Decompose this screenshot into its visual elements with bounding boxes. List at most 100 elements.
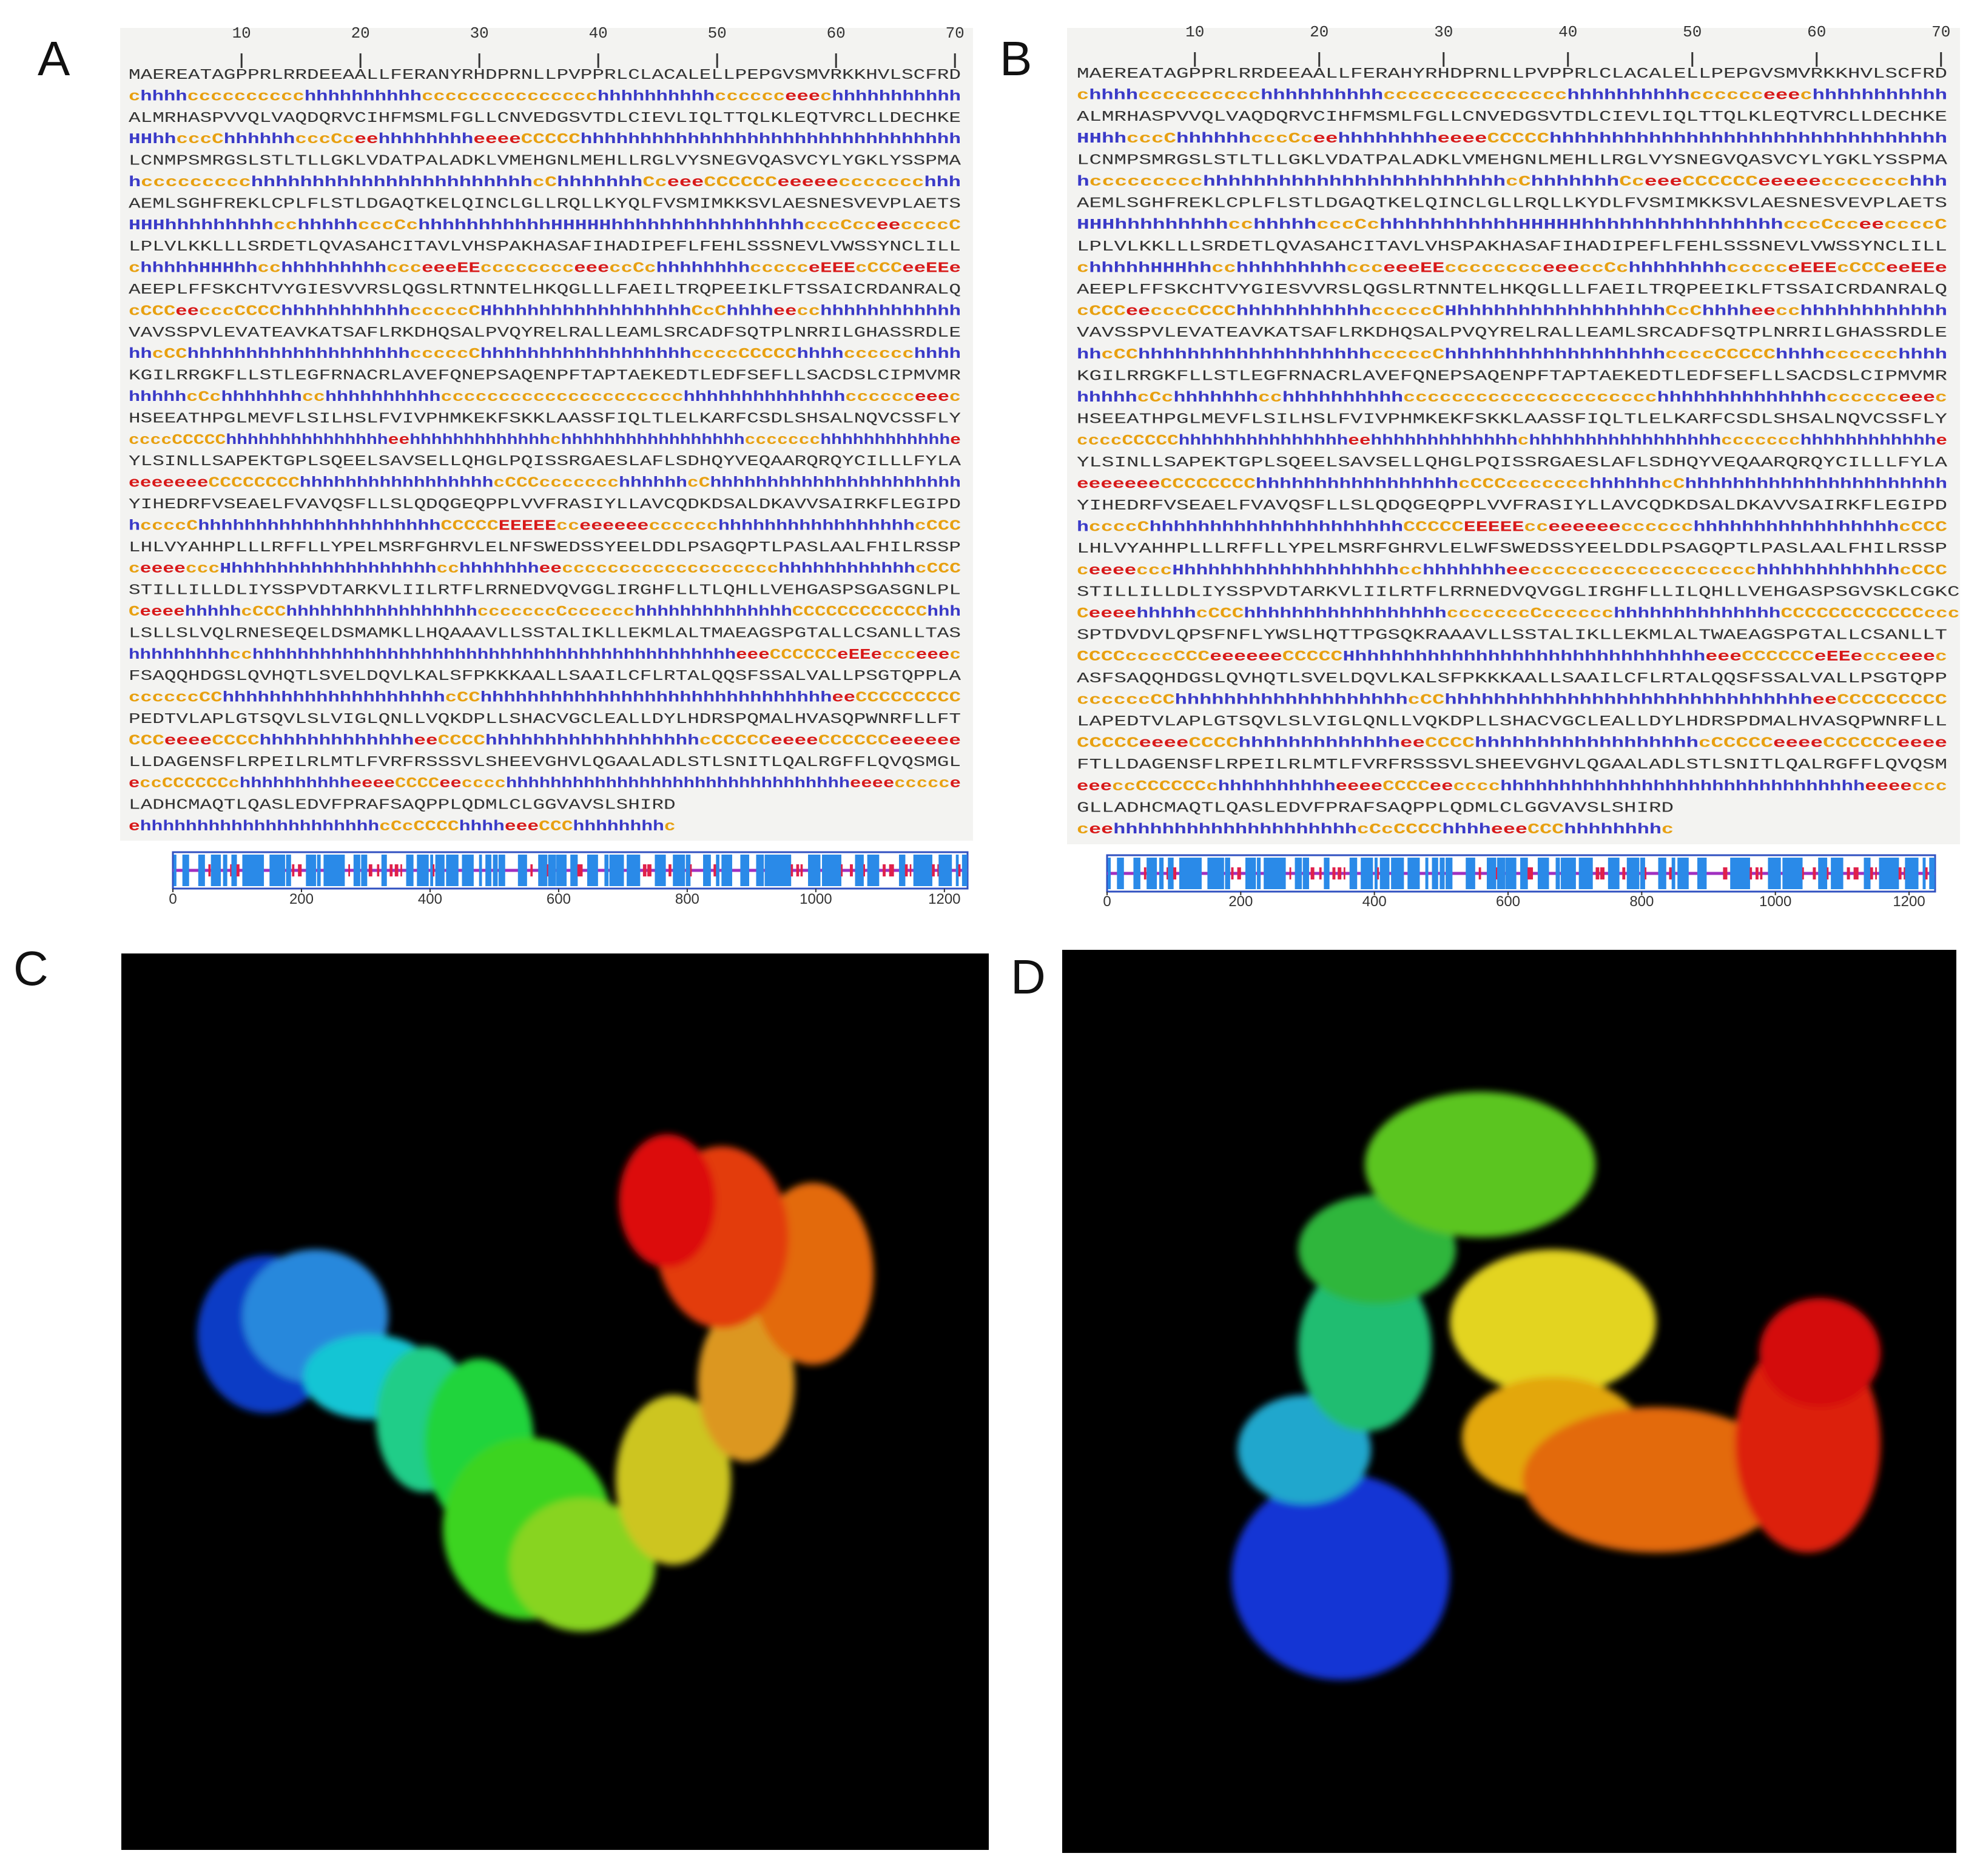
helix-block [1933,858,1935,889]
helix-block [941,855,942,886]
ss-run: c [1935,649,1947,665]
helix-block [631,855,633,886]
ss-run: eeee [770,733,818,749]
helix-block [1265,858,1267,889]
ss-run: hhhhhhhh [1338,131,1438,147]
helix-block [917,855,918,886]
helix-block [1473,858,1474,889]
ss-run: h [1077,520,1089,536]
helix-block [471,855,472,886]
ss-run: hhhh [140,89,187,105]
helix-block [1821,858,1823,889]
helix-block [1153,858,1154,889]
helix-block [342,855,343,886]
helix-block [1563,858,1564,889]
helix-block [275,855,277,886]
ss-run: eeee [1773,736,1823,752]
secondary-structure-line: HHhh cccC hhhhhh cccCc ee hhhhhhhh eeee CCCCC hh… [129,132,961,148]
ss-run: ccccccc [745,432,821,449]
ss-run: HHhh [129,132,176,148]
ss-run: hhhh [1702,304,1751,320]
helix-block [1825,858,1827,889]
helix-block [1207,858,1209,889]
helix-block [963,855,965,886]
ss-run: cc [230,647,252,664]
helix-block [234,855,235,886]
helix-block [939,855,940,886]
ss-run: CCCCCC [818,733,890,749]
helix-block [965,855,967,886]
helix-block [716,855,717,886]
helix-block [1200,858,1201,889]
helix-block [1568,858,1570,889]
ss-run: hhhhhhhhhhhhhhhhh [300,476,493,492]
helix-block [1277,858,1279,889]
helix-block [1643,858,1645,889]
ss-run: hhhhhhhhhhhhhhhhhhhhhh [710,476,961,492]
ss-run: hhhhhh [224,132,295,148]
strand-block [579,864,581,876]
helix-block [252,855,254,886]
helix-block [1915,858,1917,889]
ss-run: cCcCCCC [1357,822,1443,838]
ss-run: ccCCCCCCc [1112,779,1218,795]
helix-block [212,855,214,886]
ss-run: eeeEE [422,261,480,277]
ss-run: HHHhhhhhhhhh [129,218,274,234]
helix-block [325,855,327,886]
helix-block [673,855,674,886]
helix-block [1521,858,1523,889]
helix-block [1448,858,1449,889]
helix-block [473,855,474,886]
ss-run: hhhhhhhhhh [1261,88,1383,104]
strand-block [958,864,960,876]
strand-block [714,864,715,876]
helix-block [1381,858,1382,889]
helix-block [328,855,330,886]
helix-block [431,855,432,886]
helix-block [1589,858,1591,889]
ss-run: eeeeee [889,733,961,749]
helix-block [563,855,565,886]
strand-block [937,864,938,876]
helix-block [914,855,915,886]
ss-run: cCCC [1077,304,1126,320]
helix-block [1892,858,1894,889]
helix-block [819,855,821,886]
helix-block [557,855,558,886]
helix-block [440,855,442,886]
helix-block [1523,858,1524,889]
strand-block [1624,867,1626,879]
helix-block [730,855,731,886]
strand-block [1601,867,1602,879]
helix-block [1539,858,1540,889]
ss-run: hhhhhhhhhhhHHHHHhhhhhhhhhhhhhhhh [1379,217,1783,234]
helix-block [861,855,863,886]
ss-run: cccccccc [1444,260,1543,277]
helix-block [409,855,411,886]
helix-block [355,855,357,886]
ss-run: c [550,432,561,449]
helix-block [332,855,334,886]
helix-block [1917,858,1919,889]
helix-block [271,855,273,886]
helix-block [1148,858,1150,889]
helix-block [1510,858,1512,889]
strand-block [300,864,301,876]
secondary-structure-line: ccccccCC hhhhhhhhhhhhhhhhhhh cCC hhhhhhhhhh… [129,690,961,707]
sequence-line: YIHEDRFVSEAELFVAVQSFLLSLQDQGEQPPLVVFRASI… [1077,498,1947,514]
ss-run: h [1077,174,1089,190]
helix-block [1170,858,1172,889]
helix-block [1280,858,1281,889]
helix-block [873,855,874,886]
ss-run: hhhhhhhhhhhhhhhhhhhhh [140,819,379,835]
ss-run: c [664,819,676,835]
ss-run: ccc [1347,260,1384,277]
helix-block [362,855,364,886]
helix-block [687,855,689,886]
helix-block [839,855,840,886]
ss-run: ee [1430,779,1453,795]
ruler-label: 40 [589,24,608,42]
helix-block [688,855,690,886]
helix-block [614,855,616,886]
